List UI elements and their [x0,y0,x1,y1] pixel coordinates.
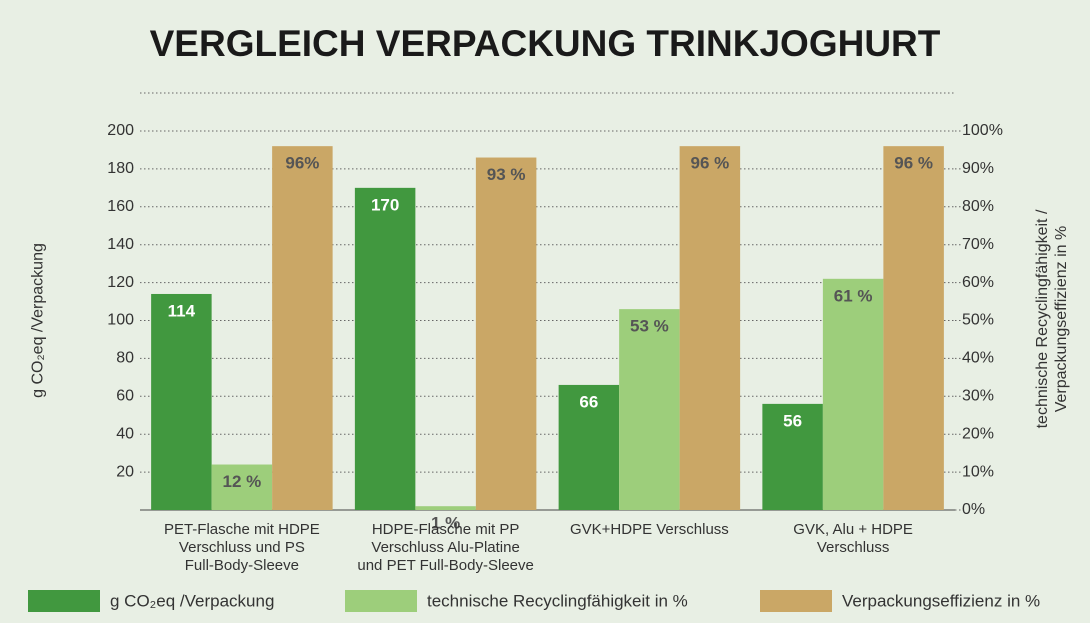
y2-tick-label: 0% [962,501,985,518]
value-label: 56 [783,411,802,430]
value-label: 66 [579,392,598,411]
bar [475,157,537,510]
y2-tick-label: 20% [962,425,994,442]
y-tick-label: 140 [107,236,134,253]
legend-swatch [760,590,832,612]
bar [558,384,620,510]
y-tick-label: 120 [107,274,134,291]
y2-tick-label: 100% [962,122,1003,139]
y-tick-label: 180 [107,160,134,177]
x-tick-label: PET-Flasche mit HDPE Verschluss und PS F… [163,521,320,574]
y-tick-label: 200 [107,122,134,139]
y-tick-label: 60 [116,388,134,405]
value-label: 114 [168,301,196,320]
value-label: 61 % [834,286,873,305]
y-tick-label: 20 [116,463,134,480]
y-tick-label: 100 [107,312,134,329]
value-label: 96% [285,154,319,173]
y-tick-label: 80 [116,350,134,367]
bar [151,293,212,510]
y2-tick-label: 70% [962,236,994,253]
bar [822,278,884,510]
value-label: 53 % [630,317,669,336]
bar [354,187,416,510]
bar [679,146,741,510]
y2-tick-label: 50% [962,312,994,329]
value-label: 12 % [223,472,262,491]
value-label: 1 % [431,514,460,533]
legend-label: g CO₂eq /Verpackung [110,591,274,610]
chart-title: VERGLEICH VERPACKUNG TRINKJOGHURT [150,23,941,64]
y2-tick-label: 40% [962,350,994,367]
y-tick-label: 160 [107,198,134,215]
x-tick-label: GVK+HDPE Verschluss [569,521,729,538]
legend-label: technische Recyclingfähigkeit in % [427,591,688,610]
y-axis-label: g CO₂eq /Verpackung [29,243,47,398]
y2-tick-label: 80% [962,198,994,215]
value-label: 96 % [691,154,730,173]
y-tick-label: 40 [116,425,134,442]
bar [619,309,680,510]
value-label: 170 [371,195,399,214]
bar [415,506,476,510]
bar [272,146,333,510]
value-label: 96 % [894,154,933,173]
x-tick-label: GVK, Alu + HDPE Verschluss [793,521,913,556]
y2-tick-label: 10% [962,463,994,480]
y2-tick-label: 30% [962,388,994,405]
value-label: 93 % [487,165,526,184]
bar [211,464,273,510]
y2-tick-label: 90% [962,160,994,177]
y2-tick-label: 60% [962,274,994,291]
legend-label: Verpackungseffizienz in % [842,591,1040,610]
y2-axis-label: technische Recyclingfähigkeit / Verpacku… [1034,209,1070,429]
legend-swatch [28,590,100,612]
legend-swatch [345,590,417,612]
x-tick-label: HDPE-Flasche mit PP Verschluss Alu-Plati… [357,521,534,574]
bar [762,403,823,510]
bar [883,146,944,510]
